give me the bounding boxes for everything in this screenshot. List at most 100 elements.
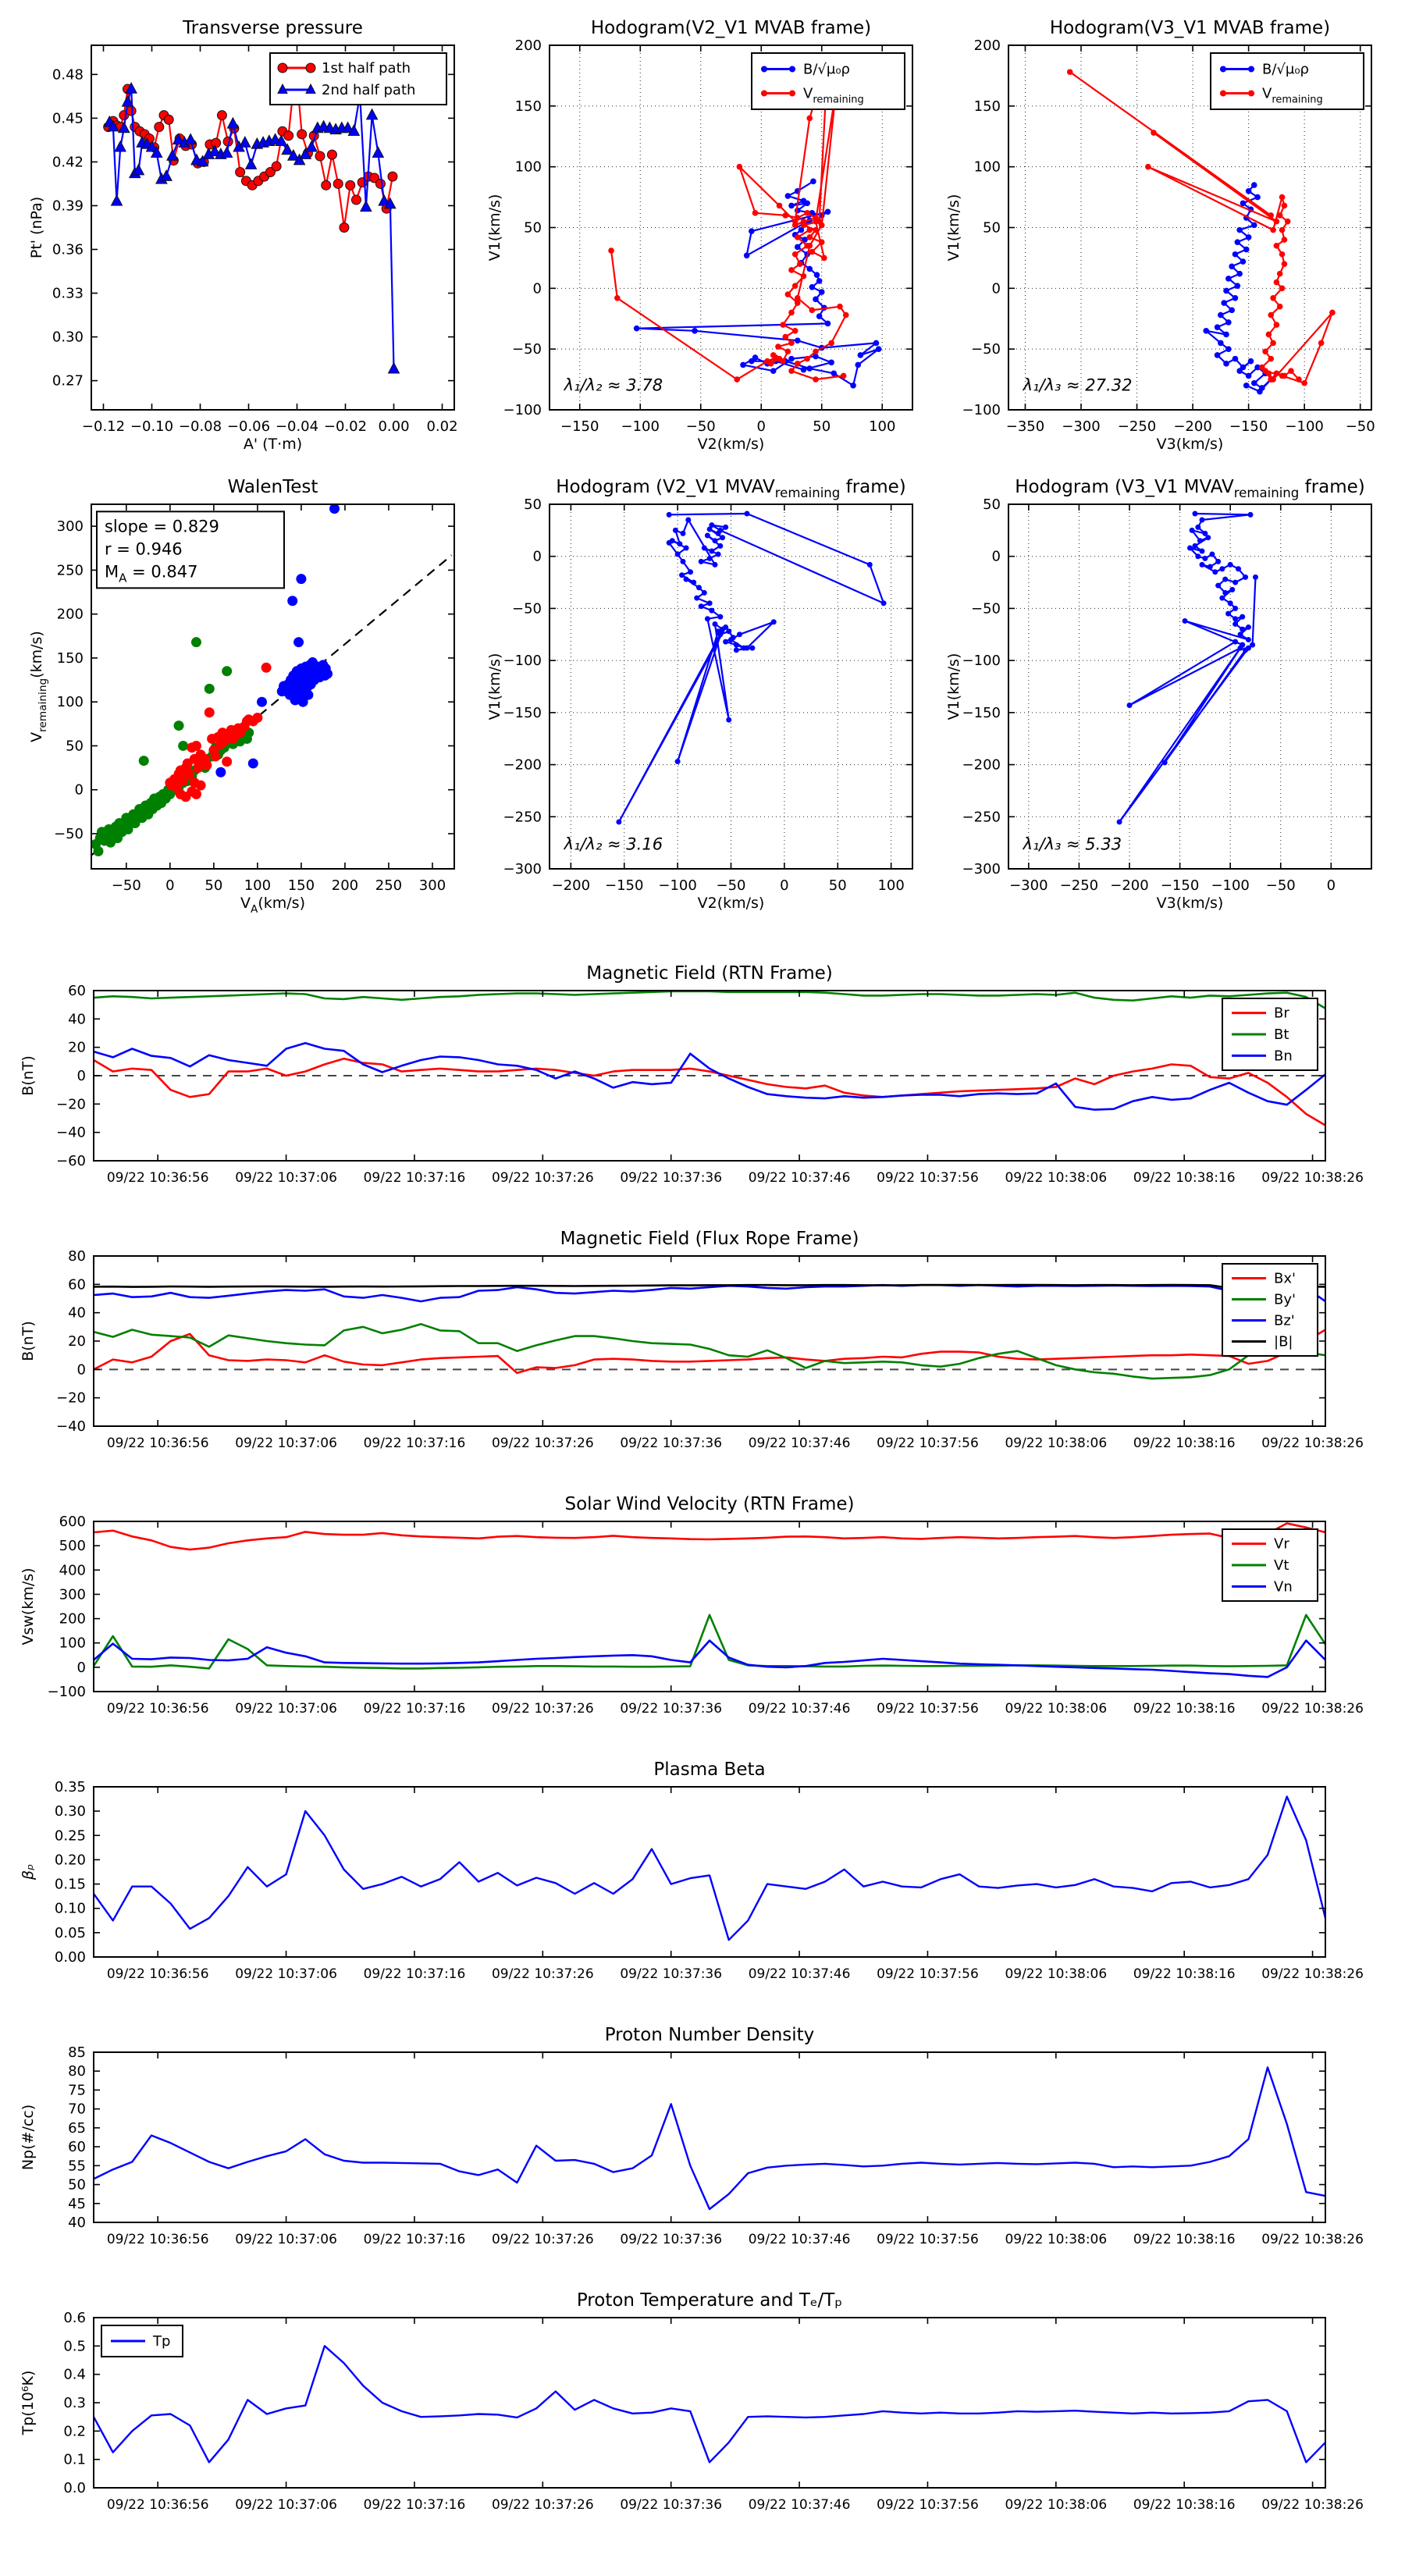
y-tick-label: 0.05 (55, 1925, 86, 1941)
legend-label: Vremaining (803, 86, 864, 106)
x-tick-label: 09/22 10:37:36 (620, 1436, 722, 1451)
x-tick-label: 09/22 10:36:56 (107, 1436, 209, 1451)
y-tick-label: 60 (68, 983, 86, 999)
y-tick-label: −50 (971, 341, 1001, 358)
y-axis-label: V1(km/s) (945, 194, 962, 262)
y-axis-label: V1(km/s) (486, 194, 503, 262)
y-axis-label: Np(#/cc) (20, 2105, 37, 2170)
x-tick-label: 09/22 10:36:56 (107, 1701, 209, 1717)
y-tick-label: 200 (515, 37, 542, 54)
annotation: λ₁/λ₃ ≈ 27.32 (1023, 375, 1133, 394)
x-tick-label: 09/22 10:37:06 (235, 2232, 337, 2247)
x-tick-label: 09/22 10:38:16 (1133, 1701, 1236, 1717)
chart-title: Solar Wind Velocity (RTN Frame) (564, 1494, 854, 1514)
x-tick-label: 50 (813, 418, 831, 435)
y-tick-label: 50 (524, 220, 542, 237)
annotation-text: λ₁/λ₂ ≈ 3.78 (564, 375, 663, 394)
x-tick-label: −100 (658, 877, 696, 894)
chart-title: WalenTest (228, 477, 318, 497)
x-tick-label: 09/22 10:38:26 (1261, 1170, 1364, 1186)
x-tick-label: 09/22 10:37:26 (492, 1436, 594, 1451)
plasma-beta-chart: 09/22 10:36:56 09/22 10:37:06 09/22 10:37:… (6, 1752, 1399, 2002)
x-tick-label: −150 (1161, 877, 1199, 894)
y-tick-label: 100 (515, 159, 542, 176)
legend-label: Bn (1274, 1048, 1293, 1064)
y-tick-label: −100 (962, 653, 1001, 669)
y-tick-label: 200 (57, 607, 84, 623)
y-tick-label: −150 (962, 705, 1001, 721)
x-tick-label: 09/22 10:37:36 (620, 1701, 722, 1717)
y-axis-label: V1(km/s) (945, 653, 962, 720)
x-tick-label: 09/22 10:38:16 (1133, 2232, 1236, 2247)
y-tick-label: 600 (59, 1514, 86, 1530)
y-tick-label: 0.45 (52, 110, 84, 126)
annotation-text: MA = 0.847 (105, 562, 198, 585)
x-tick-label: −250 (1060, 877, 1098, 894)
y-tick-label: 50 (983, 496, 1001, 513)
x-tick-label: 0 (1327, 877, 1336, 894)
x-tick-label: 09/22 10:38:26 (1261, 2232, 1364, 2247)
solar-wind-velocity-chart: 09/22 10:36:56 09/22 10:37:06 09/22 10:37:… (6, 1487, 1399, 1737)
proton-density-chart: 09/22 10:36:56 09/22 10:37:06 09/22 10:37:… (6, 2018, 1399, 2268)
x-tick-label: 09/22 10:37:46 (749, 2232, 851, 2247)
y-tick-label: −20 (56, 1096, 86, 1112)
hodogram-v3v1-mvav-chart: −300 −250 −200 −150 −100 −50 0 −300 −250 −200 −150… (937, 468, 1385, 917)
x-tick-label: −0.02 (324, 418, 367, 435)
y-tick-label: 0.00 (55, 1949, 86, 1966)
y-tick-label: 100 (57, 694, 84, 710)
y-tick-label: 100 (59, 1635, 86, 1652)
series-Bn (93, 1041, 1326, 1111)
x-tick-label: 09/22 10:37:26 (492, 2497, 594, 2513)
x-tick-label: 09/22 10:37:46 (749, 2497, 851, 2513)
x-tick-label: −0.10 (130, 418, 173, 435)
x-tick-label: 09/22 10:38:26 (1261, 2497, 1364, 2513)
hodogram-v3v1-mvab-chart: −350 −300 −250 −200 −150 −100 −50 −100 −50 0 50 100… (937, 9, 1385, 458)
legend: 1st half path 2nd half path (269, 52, 447, 105)
x-tick-label: −0.06 (227, 418, 270, 435)
x-tick-label: 0.00 (378, 418, 409, 435)
x-tick-label: 09/22 10:37:46 (749, 1701, 851, 1717)
y-tick-label: −250 (503, 809, 542, 825)
y-tick-label: −150 (503, 705, 542, 721)
y-tick-label: 60 (68, 1276, 86, 1293)
y-tick-label: −50 (971, 600, 1001, 617)
x-tick-label: 09/22 10:37:46 (749, 1170, 851, 1186)
x-tick-label: −50 (717, 877, 746, 894)
annotation: λ₁/λ₃ ≈ 5.33 (1023, 834, 1122, 853)
annotation-text: r = 0.946 (105, 539, 183, 558)
y-axis-label: Pt' (nPa) (28, 197, 45, 258)
chart-title: Hodogram(V2_V1 MVAB frame) (591, 18, 871, 38)
x-tick-label: 09/22 10:37:16 (364, 1701, 466, 1717)
x-tick-label: 09/22 10:36:56 (107, 2232, 209, 2247)
x-tick-label: −100 (1211, 877, 1249, 894)
y-tick-label: 500 (59, 1538, 86, 1554)
x-tick-label: 50 (205, 877, 222, 894)
legend-label: |B| (1274, 1334, 1293, 1350)
y-tick-label: 0.10 (55, 1901, 86, 1917)
y-tick-label: 0.36 (52, 242, 84, 258)
y-axis-label: V1(km/s) (486, 653, 503, 720)
chart-title: Plasma Beta (653, 1759, 765, 1780)
y-tick-label: 100 (974, 159, 1001, 176)
plot-frame (91, 503, 455, 870)
x-tick-label: 09/22 10:37:06 (235, 1701, 337, 1717)
hodogram-v2v1-mvab-chart: −150 −100 −50 0 50 100 −100 −50 0 50 100 150 200 Hodo… (478, 9, 927, 458)
x-tick-label: 09/22 10:38:26 (1261, 1701, 1364, 1717)
legend: B/√μ₀ρ Vremaining (1210, 52, 1364, 110)
legend-label: Br (1274, 1005, 1289, 1022)
x-tick-label: 09/22 10:37:16 (364, 1436, 466, 1451)
y-tick-label: −60 (56, 1153, 86, 1169)
x-tick-label: 09/22 10:37:36 (620, 2232, 722, 2247)
y-tick-label: 0.35 (55, 1779, 86, 1795)
y-axis-label: Tp(10⁶K) (20, 2371, 37, 2436)
legend: Tp (101, 2325, 183, 2357)
y-tick-label: 0.3 (63, 2395, 86, 2411)
x-tick-label: 100 (877, 877, 904, 894)
legend-label: Vremaining (1262, 86, 1323, 106)
y-tick-label: −50 (512, 341, 542, 358)
y-tick-label: −300 (962, 861, 1001, 877)
annotation: λ₁/λ₂ ≈ 3.16 (564, 834, 663, 853)
x-tick-label: 09/22 10:36:56 (107, 2497, 209, 2513)
series-V-remaining (1066, 69, 1336, 386)
